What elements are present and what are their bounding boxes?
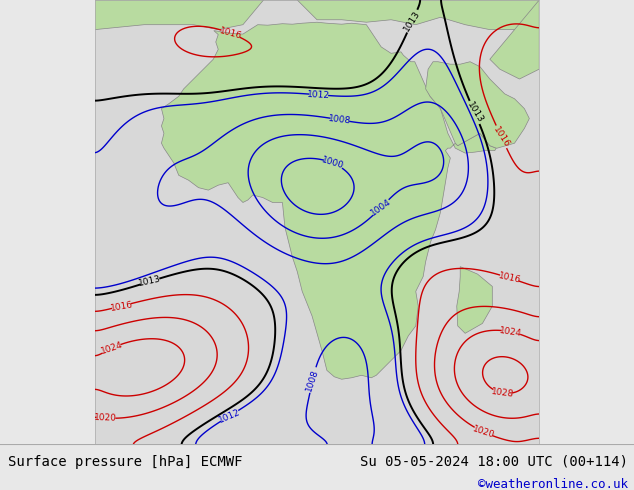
Text: 1028: 1028 [491,387,514,399]
Text: 1024: 1024 [499,326,523,338]
Text: 1008: 1008 [305,368,321,392]
Polygon shape [95,0,539,29]
Text: 1020: 1020 [471,424,496,440]
Text: Su 05-05-2024 18:00 UTC (00+114): Su 05-05-2024 18:00 UTC (00+114) [359,455,628,469]
Text: 1013: 1013 [402,9,422,33]
Text: 1013: 1013 [138,274,162,288]
Text: 1008: 1008 [328,114,352,125]
Text: 1012: 1012 [217,407,242,424]
Text: 1004: 1004 [369,197,393,218]
Polygon shape [456,267,493,333]
Text: 1020: 1020 [94,413,117,423]
Polygon shape [425,62,529,148]
Text: ©weatheronline.co.uk: ©weatheronline.co.uk [477,478,628,490]
Text: 1016: 1016 [491,125,512,149]
Text: 1016: 1016 [497,271,522,285]
Text: 1013: 1013 [465,100,484,124]
Text: 1000: 1000 [321,156,346,171]
Text: 1016: 1016 [109,300,134,313]
Text: 1016: 1016 [218,26,243,41]
Text: 1012: 1012 [307,90,330,100]
Polygon shape [490,0,539,79]
Text: 1024: 1024 [100,341,124,356]
Text: Surface pressure [hPa] ECMWF: Surface pressure [hPa] ECMWF [8,455,242,469]
Polygon shape [162,22,496,379]
